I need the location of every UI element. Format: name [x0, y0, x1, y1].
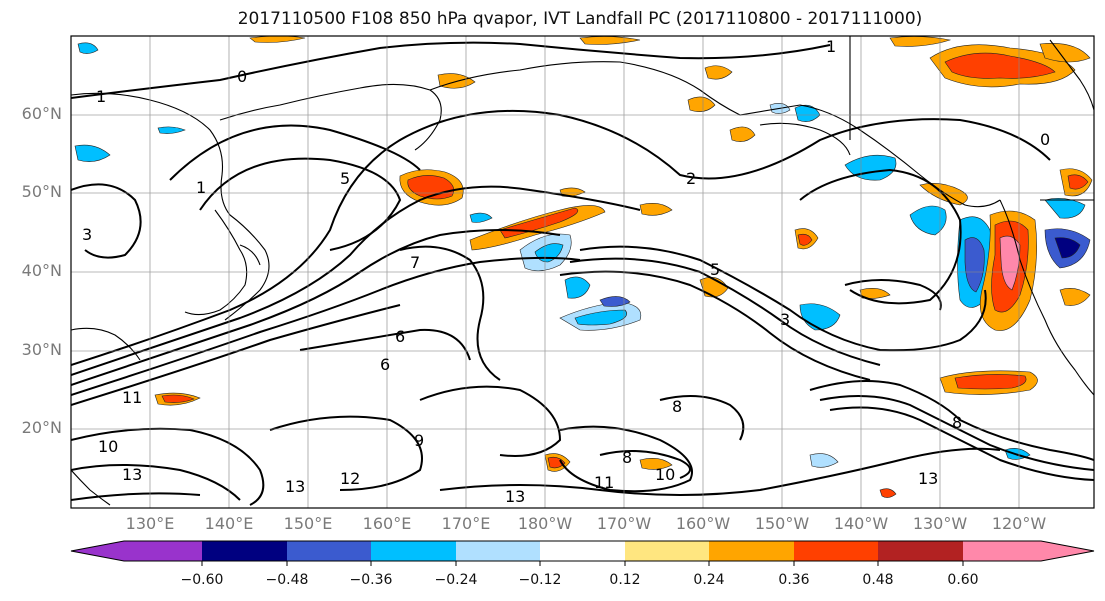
- colorbar-tick-label: −0.36: [349, 572, 393, 588]
- contour-label: 10: [655, 465, 675, 484]
- colorbar-tick-label: 0.60: [947, 572, 979, 588]
- contour-label: 1: [96, 87, 106, 106]
- map-title: 2017110500 F108 850 hPa qvapor, IVT Land…: [237, 9, 923, 29]
- shaded-anomaly-field: [74, 36, 1093, 498]
- contour-lines: [71, 41, 1094, 506]
- lat-label: 50°N: [21, 182, 62, 201]
- colorbar-tick-label: −0.24: [434, 572, 478, 588]
- contour-label: 13: [285, 477, 305, 496]
- contour-label: 8: [952, 413, 962, 432]
- colorbar-segment: [202, 541, 287, 561]
- lat-label: 40°N: [21, 261, 62, 280]
- contour-label: 13: [505, 487, 525, 506]
- contour-label: 1: [196, 178, 206, 197]
- colorbar-segment: [456, 541, 540, 561]
- contour-label: 13: [918, 469, 938, 488]
- contour-labels: 1 0 1 1 3 5 7 2 5 6 6 3 0 11 10 9 8 13 1…: [82, 37, 1050, 506]
- colorbar-segment: [540, 541, 625, 561]
- colorbar-tick-label: 0.36: [778, 572, 810, 588]
- colorbar-tick-label: −0.48: [265, 572, 309, 588]
- lon-label: 170°E: [441, 514, 491, 533]
- lon-label: 170°W: [596, 514, 652, 533]
- contour-label: 11: [594, 473, 614, 492]
- lon-label: 130°E: [125, 514, 175, 533]
- contour-label: 2: [686, 169, 696, 188]
- lon-label: 120°W: [991, 514, 1047, 533]
- colorbar: [70, 540, 1095, 566]
- contour-label: 5: [710, 260, 720, 279]
- colorbar-segment: [709, 541, 794, 561]
- contour-label: 13: [122, 465, 142, 484]
- contour-label: 3: [780, 310, 790, 329]
- colorbar-tick-label: −0.60: [180, 572, 224, 588]
- map-frame: [70, 35, 1095, 509]
- colorbar-tick-label: 0.24: [693, 572, 725, 588]
- coastlines: [71, 36, 1094, 506]
- colorbar-high-extension: [1041, 541, 1094, 561]
- contour-label: 1: [826, 37, 836, 56]
- lon-label: 130°W: [912, 514, 968, 533]
- colorbar-low-extension: [71, 541, 124, 561]
- lon-label: 180°W: [517, 514, 573, 533]
- lon-label: 140°W: [833, 514, 889, 533]
- lon-label: 160°E: [362, 514, 412, 533]
- colorbar-tick-label: 0.12: [609, 572, 641, 588]
- lat-label: 60°N: [21, 104, 62, 123]
- contour-label: 12: [340, 469, 360, 488]
- colorbar-segment: [963, 541, 1041, 561]
- contour-label: 8: [672, 397, 682, 416]
- contour-label: 3: [82, 225, 92, 244]
- colorbar-segment: [124, 541, 202, 561]
- contour-label: 7: [410, 253, 420, 272]
- contour-label: 6: [395, 327, 405, 346]
- colorbar-segment: [794, 541, 878, 561]
- contour-label: 11: [122, 388, 142, 407]
- contour-label: 6: [380, 355, 390, 374]
- contour-label: 0: [1040, 130, 1050, 149]
- lon-label: 150°W: [754, 514, 810, 533]
- contour-label: 8: [622, 448, 632, 467]
- colorbar-tick-label: −0.12: [518, 572, 562, 588]
- contour-label: 10: [98, 437, 118, 456]
- contour-label: 9: [414, 431, 424, 450]
- contour-label: 5: [340, 169, 350, 188]
- lon-label: 150°E: [283, 514, 333, 533]
- lat-label: 30°N: [21, 340, 62, 359]
- graticule: [71, 36, 1094, 508]
- colorbar-tick-label: 0.48: [862, 572, 894, 588]
- lon-label: 160°W: [675, 514, 731, 533]
- colorbar-segment: [287, 541, 371, 561]
- lat-label: 20°N: [21, 418, 62, 437]
- colorbar-segment: [625, 541, 709, 561]
- colorbar-segment: [371, 541, 456, 561]
- contour-label: 0: [237, 67, 247, 86]
- colorbar-segment: [878, 541, 963, 561]
- lon-label: 140°E: [204, 514, 254, 533]
